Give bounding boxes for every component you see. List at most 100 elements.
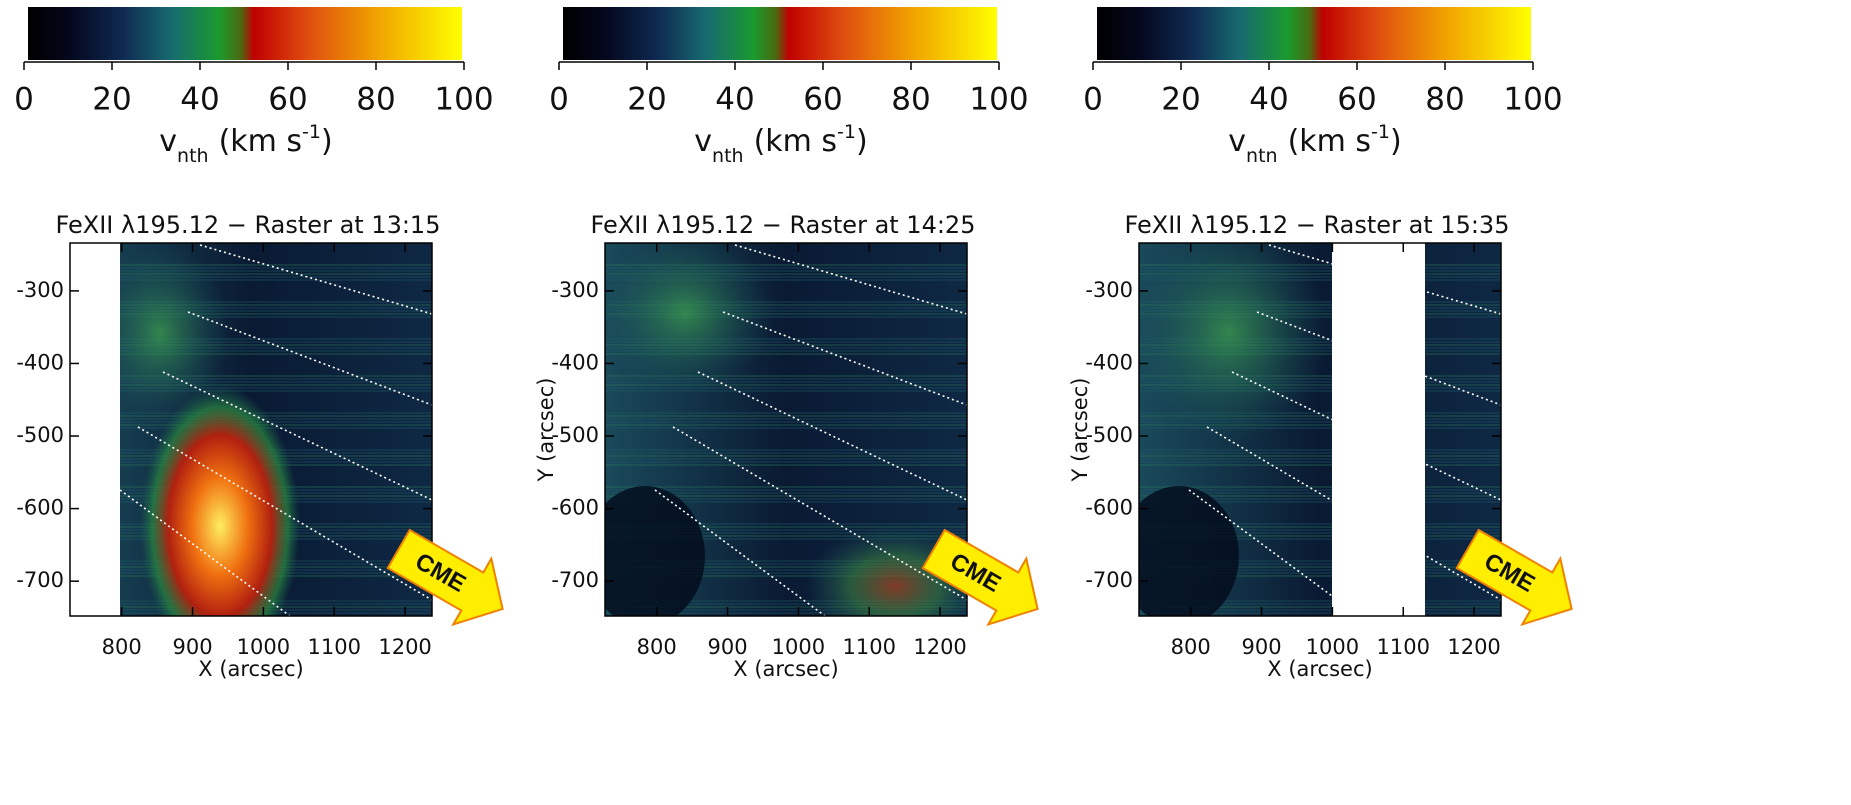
colorbar-label-part: nth xyxy=(712,145,744,167)
colorbar-label-part: v xyxy=(694,124,712,159)
cme-arrow: CME xyxy=(921,528,1039,627)
colorbar-tick-label: 60 xyxy=(803,82,842,118)
y-tick-label: -300 xyxy=(16,278,64,302)
colorbar-label-part: ) xyxy=(321,124,333,159)
x-tick-label: 1000 xyxy=(772,635,825,659)
guide-line xyxy=(722,311,967,406)
x-tick-label: 800 xyxy=(102,635,142,659)
plot-title: FeXII λ195.12 − Raster at 15:35 xyxy=(1125,211,1510,239)
guide-line xyxy=(654,489,826,616)
colorbar-label: vnth (km s-1) xyxy=(159,121,332,167)
colorbar-tick-label: 0 xyxy=(14,82,34,118)
colorbar-tick-label: 20 xyxy=(627,82,666,118)
guide-line xyxy=(1188,489,1360,616)
y-tick-label: -300 xyxy=(551,278,599,302)
y-axis-label: Y (arcsec) xyxy=(1068,378,1092,483)
colorbar-tick-label: 20 xyxy=(92,82,131,118)
y-tick-label: -700 xyxy=(551,568,599,592)
arrow-shape xyxy=(921,528,1039,627)
plot-title: FeXII λ195.12 − Raster at 13:15 xyxy=(56,211,441,239)
y-tick-label: -500 xyxy=(551,423,599,447)
arrow-shape xyxy=(386,528,504,627)
x-tick-label: 1000 xyxy=(1306,635,1359,659)
colorbar-tick-label: 60 xyxy=(1337,82,1376,118)
y-tick-label: -700 xyxy=(1085,568,1133,592)
x-tick-label: 1000 xyxy=(237,635,290,659)
raster xyxy=(70,243,432,616)
colorbar xyxy=(563,7,997,60)
y-tick-label: -700 xyxy=(16,568,64,592)
y-tick-label: -300 xyxy=(1085,278,1133,302)
y-tick-label: -600 xyxy=(1085,496,1133,520)
x-tick-label: 900 xyxy=(708,635,748,659)
colorbar-label-part: (km s xyxy=(219,124,302,159)
y-tick-label: -600 xyxy=(551,496,599,520)
colorbar-label-part: nth xyxy=(177,145,209,167)
raster xyxy=(605,243,967,616)
guide-line xyxy=(187,311,432,406)
x-tick-label: 800 xyxy=(1171,635,1211,659)
colorbar xyxy=(28,7,462,60)
colorbar-tick-label: 0 xyxy=(549,82,569,118)
x-tick-label: 1200 xyxy=(913,635,966,659)
colorbar-label: vntn (km s-1) xyxy=(1228,121,1401,167)
colorbar xyxy=(1097,7,1531,60)
guide-line xyxy=(1256,311,1501,406)
plot-title: FeXII λ195.12 − Raster at 14:25 xyxy=(591,211,976,239)
arrow-shape xyxy=(1455,528,1573,627)
colorbar-label-part: -1 xyxy=(302,121,321,143)
x-axis-label: X (arcsec) xyxy=(733,657,838,681)
raster-blob xyxy=(805,526,967,616)
guide-line xyxy=(672,426,967,601)
colorbar-tick-label: 40 xyxy=(1249,82,1288,118)
guide-line xyxy=(137,426,432,601)
raster-blob xyxy=(140,386,300,616)
x-tick-label: 1100 xyxy=(1377,635,1430,659)
colorbar-tick-label: 0 xyxy=(1083,82,1103,118)
colorbar-tick-label: 100 xyxy=(434,82,493,118)
raster-gap xyxy=(70,243,120,616)
raster-blob xyxy=(605,243,775,393)
x-tick-label: 900 xyxy=(1242,635,1282,659)
x-tick-label: 1200 xyxy=(1447,635,1500,659)
colorbar-label-part: (km s xyxy=(1288,124,1371,159)
raster-dark xyxy=(605,486,705,616)
guide-line xyxy=(1268,244,1501,315)
colorbar-label-part: -1 xyxy=(837,121,856,143)
x-tick-label: 1100 xyxy=(843,635,896,659)
colorbar-tick-label: 20 xyxy=(1161,82,1200,118)
y-tick-label: -600 xyxy=(16,496,64,520)
y-axis-label: Y (arcsec) xyxy=(534,378,558,483)
guide-line xyxy=(734,244,967,315)
colorbar-label-part: ) xyxy=(856,124,868,159)
colorbar-label-part: v xyxy=(159,124,177,159)
colorbar-tick-label: 40 xyxy=(715,82,754,118)
x-axis-label: X (arcsec) xyxy=(1267,657,1372,681)
y-tick-label: -400 xyxy=(1085,350,1133,374)
raster-gap xyxy=(1332,243,1425,616)
colorbar-label-part: (km s xyxy=(754,124,837,159)
colorbar-tick-label: 60 xyxy=(268,82,307,118)
guide-line xyxy=(199,244,432,315)
raster-blob xyxy=(1139,243,1329,443)
x-tick-label: 800 xyxy=(637,635,677,659)
raster-blob xyxy=(90,243,230,423)
y-tick-label: -500 xyxy=(16,423,64,447)
plot-frame xyxy=(1138,242,1502,617)
colorbar-label-part: v xyxy=(1228,124,1246,159)
guide-line xyxy=(1206,426,1501,601)
y-tick-label: -400 xyxy=(551,350,599,374)
colorbar-tick-label: 80 xyxy=(891,82,930,118)
colorbar-tick-label: 40 xyxy=(180,82,219,118)
colorbar-tick-label: 80 xyxy=(356,82,395,118)
colorbar-tick-label: 100 xyxy=(969,82,1028,118)
colorbar-label: vnth (km s-1) xyxy=(694,121,867,167)
plot-frame xyxy=(604,242,968,617)
colorbar-label-part: ntn xyxy=(1246,145,1278,167)
x-tick-label: 1100 xyxy=(308,635,361,659)
x-tick-label: 900 xyxy=(173,635,213,659)
x-axis-label: X (arcsec) xyxy=(198,657,303,681)
y-tick-label: -400 xyxy=(16,350,64,374)
colorbar-label-part: -1 xyxy=(1371,121,1390,143)
